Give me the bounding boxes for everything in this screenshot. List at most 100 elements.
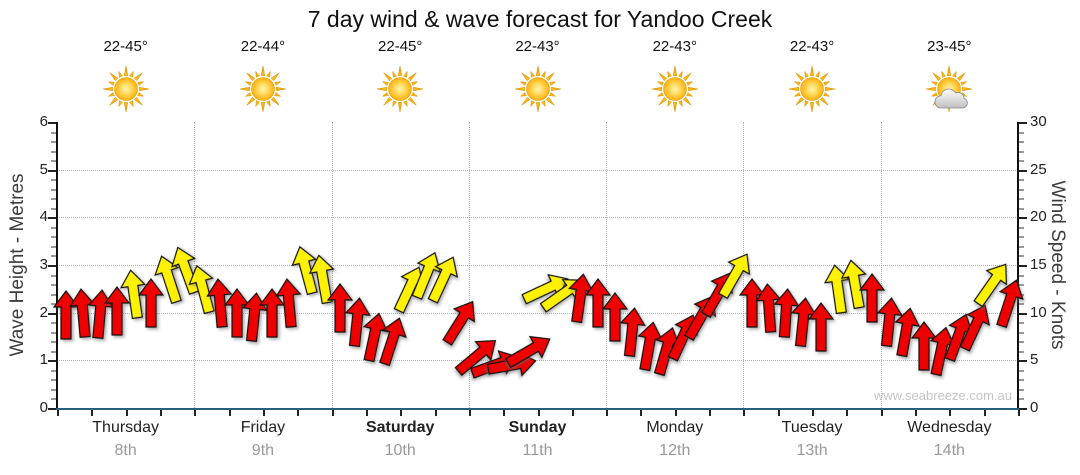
y-tick-label-left: 0 — [39, 399, 48, 416]
y-tick-label-right: 20 — [1030, 208, 1047, 226]
wind-arrow — [342, 296, 373, 348]
y-tick-right — [1019, 341, 1024, 344]
day-date-label: 10th — [384, 442, 416, 459]
day-date-label: 9th — [251, 442, 275, 459]
x-tick — [949, 410, 952, 416]
y-tick-left — [51, 179, 56, 182]
wind-arrow — [501, 327, 557, 375]
gridline-horizontal — [57, 265, 1018, 266]
x-tick — [468, 410, 471, 416]
y-tick-label-left: 3 — [39, 256, 48, 273]
x-tick — [91, 410, 94, 416]
y-tick-left — [51, 141, 56, 144]
day-name-label: Tuesday — [781, 419, 843, 436]
day-name-label: Saturday — [365, 419, 435, 436]
y-tick-right — [1019, 398, 1024, 401]
y-tick-right — [1019, 312, 1027, 315]
x-tick — [228, 410, 231, 416]
y-tick-label-right: 5 — [1030, 351, 1039, 369]
x-tick — [846, 410, 849, 416]
x-tick — [331, 410, 334, 416]
y-tick-left — [48, 122, 56, 124]
wind-arrow — [772, 287, 801, 339]
wind-arrow — [584, 278, 611, 328]
y-tick-left — [51, 284, 56, 287]
wind-arrow — [421, 251, 466, 307]
y-tick-right — [1019, 236, 1024, 239]
y-tick-right — [1019, 350, 1024, 353]
temperature-label: 23-45° — [927, 38, 972, 55]
y-tick-label-right: 30 — [1030, 113, 1047, 130]
y-tick-left — [48, 408, 56, 410]
axis-spine-left — [56, 122, 58, 408]
watermark: www.seabreeze.com.au — [873, 388, 1012, 403]
wind-arrow — [711, 246, 759, 302]
y-tick-left — [51, 293, 56, 296]
day-name-label: Friday — [240, 419, 286, 436]
y-tick-right — [1019, 303, 1024, 306]
sunny-icon — [236, 64, 290, 116]
y-tick-right — [1019, 131, 1024, 134]
gridline-horizontal — [57, 312, 1018, 314]
wind-arrow — [953, 299, 998, 355]
x-tick — [194, 410, 197, 416]
y-tick-left — [51, 379, 56, 382]
wind-arrow — [103, 285, 131, 336]
y-tick-left — [48, 217, 56, 220]
gridline-vertical — [880, 122, 882, 408]
y-tick-right — [1019, 217, 1027, 220]
x-tick — [503, 410, 506, 416]
y-tick-label-left: 6 — [39, 113, 48, 130]
x-tick — [880, 410, 883, 416]
y-tick-label-right: 10 — [1030, 303, 1047, 321]
y-tick-right — [1019, 322, 1024, 325]
wind-arrow — [258, 287, 285, 338]
wind-arrow — [616, 305, 647, 357]
wind-arrow — [450, 330, 505, 382]
y-tick-right — [1019, 360, 1027, 363]
wind-arrow — [989, 275, 1029, 331]
y-tick-label-left: 4 — [39, 208, 48, 226]
x-tick — [1018, 410, 1020, 416]
y-tick-right — [1019, 160, 1024, 163]
partly-cloudy-icon — [922, 64, 976, 116]
wind-arrow — [326, 282, 354, 333]
x-tick — [674, 410, 677, 416]
y-tick-right — [1019, 245, 1024, 248]
y-tick-right — [1019, 179, 1024, 182]
axis-spine-bottom — [56, 408, 1019, 410]
wind-arrow — [52, 289, 79, 340]
temperature-label: 22-45° — [378, 38, 423, 55]
x-tick — [915, 410, 918, 416]
y-tick-left — [51, 350, 56, 353]
sunny-icon — [511, 64, 565, 116]
wind-arrow — [184, 261, 222, 316]
y-tick-right — [1019, 255, 1024, 258]
y-tick-right — [1019, 122, 1027, 124]
y-tick-left — [51, 369, 56, 372]
wind-arrow — [306, 252, 340, 306]
x-tick — [125, 410, 128, 416]
y-tick-right — [1019, 408, 1027, 410]
day-date-label: 8th — [114, 442, 137, 459]
y-tick-left — [51, 245, 56, 248]
wind-arrow — [148, 252, 188, 308]
x-tick — [262, 410, 265, 416]
x-tick — [297, 410, 300, 416]
y-tick-right — [1019, 274, 1024, 277]
x-tick — [159, 410, 162, 416]
y-tick-left — [51, 322, 56, 325]
wind-arrow — [274, 277, 304, 329]
y-tick-label-right: 25 — [1030, 160, 1047, 178]
wind-arrow — [889, 305, 923, 359]
x-tick — [777, 410, 780, 416]
wind-arrow — [372, 313, 412, 369]
sunny-icon — [373, 64, 427, 116]
y-tick-right — [1019, 265, 1027, 267]
x-tick — [365, 410, 368, 416]
sunny-icon — [648, 64, 702, 116]
y-tick-right — [1019, 150, 1024, 153]
y-tick-right — [1019, 207, 1024, 210]
y-tick-left — [51, 150, 56, 153]
